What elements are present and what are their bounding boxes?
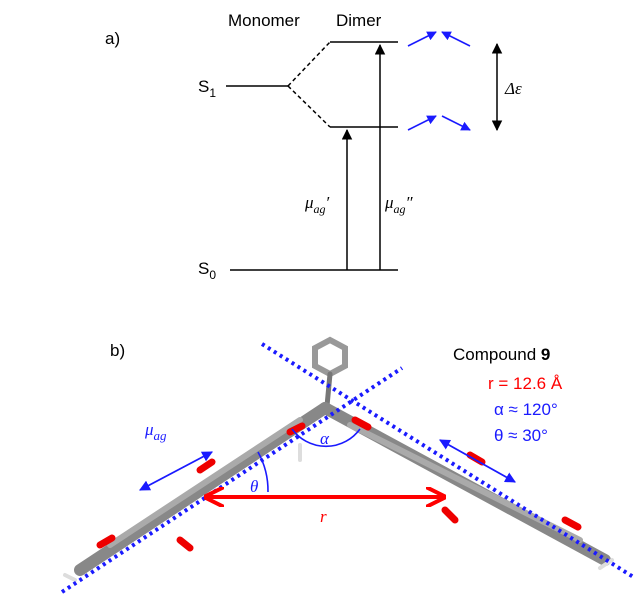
panel-label: b)	[110, 341, 125, 360]
splitting-label: Δε	[504, 79, 522, 98]
dipole-arrows	[408, 32, 470, 130]
panel-a: a) Monomer Dimer S1 S0 μag′ μag″ Δε	[105, 11, 522, 282]
state-label: S0	[198, 259, 216, 282]
parameter: r = 12.6 Å	[488, 374, 563, 393]
angle-label: α	[320, 429, 330, 448]
parameter: θ ≈ 30°	[494, 426, 548, 445]
compound-label: Compound 9	[453, 345, 550, 364]
column-label: Monomer	[228, 11, 300, 30]
transition-label: μag′	[304, 193, 330, 216]
parameter: α ≈ 120°	[494, 400, 558, 419]
figure: a) Monomer Dimer S1 S0 μag′ μag″ Δε b) α…	[0, 0, 637, 597]
column-label: Dimer	[336, 11, 382, 30]
state-label: S1	[198, 77, 216, 100]
panel-label: a)	[105, 29, 120, 48]
distance-label: r	[320, 507, 327, 526]
transition-label: μag″	[384, 193, 414, 216]
energy-levels	[226, 42, 497, 270]
panel-b: b) α θ r μag Compound 9 r = 12.6 Å α ≈ 1…	[62, 340, 635, 592]
dipole-label: μag	[144, 420, 167, 443]
angle-label: θ	[250, 477, 258, 496]
